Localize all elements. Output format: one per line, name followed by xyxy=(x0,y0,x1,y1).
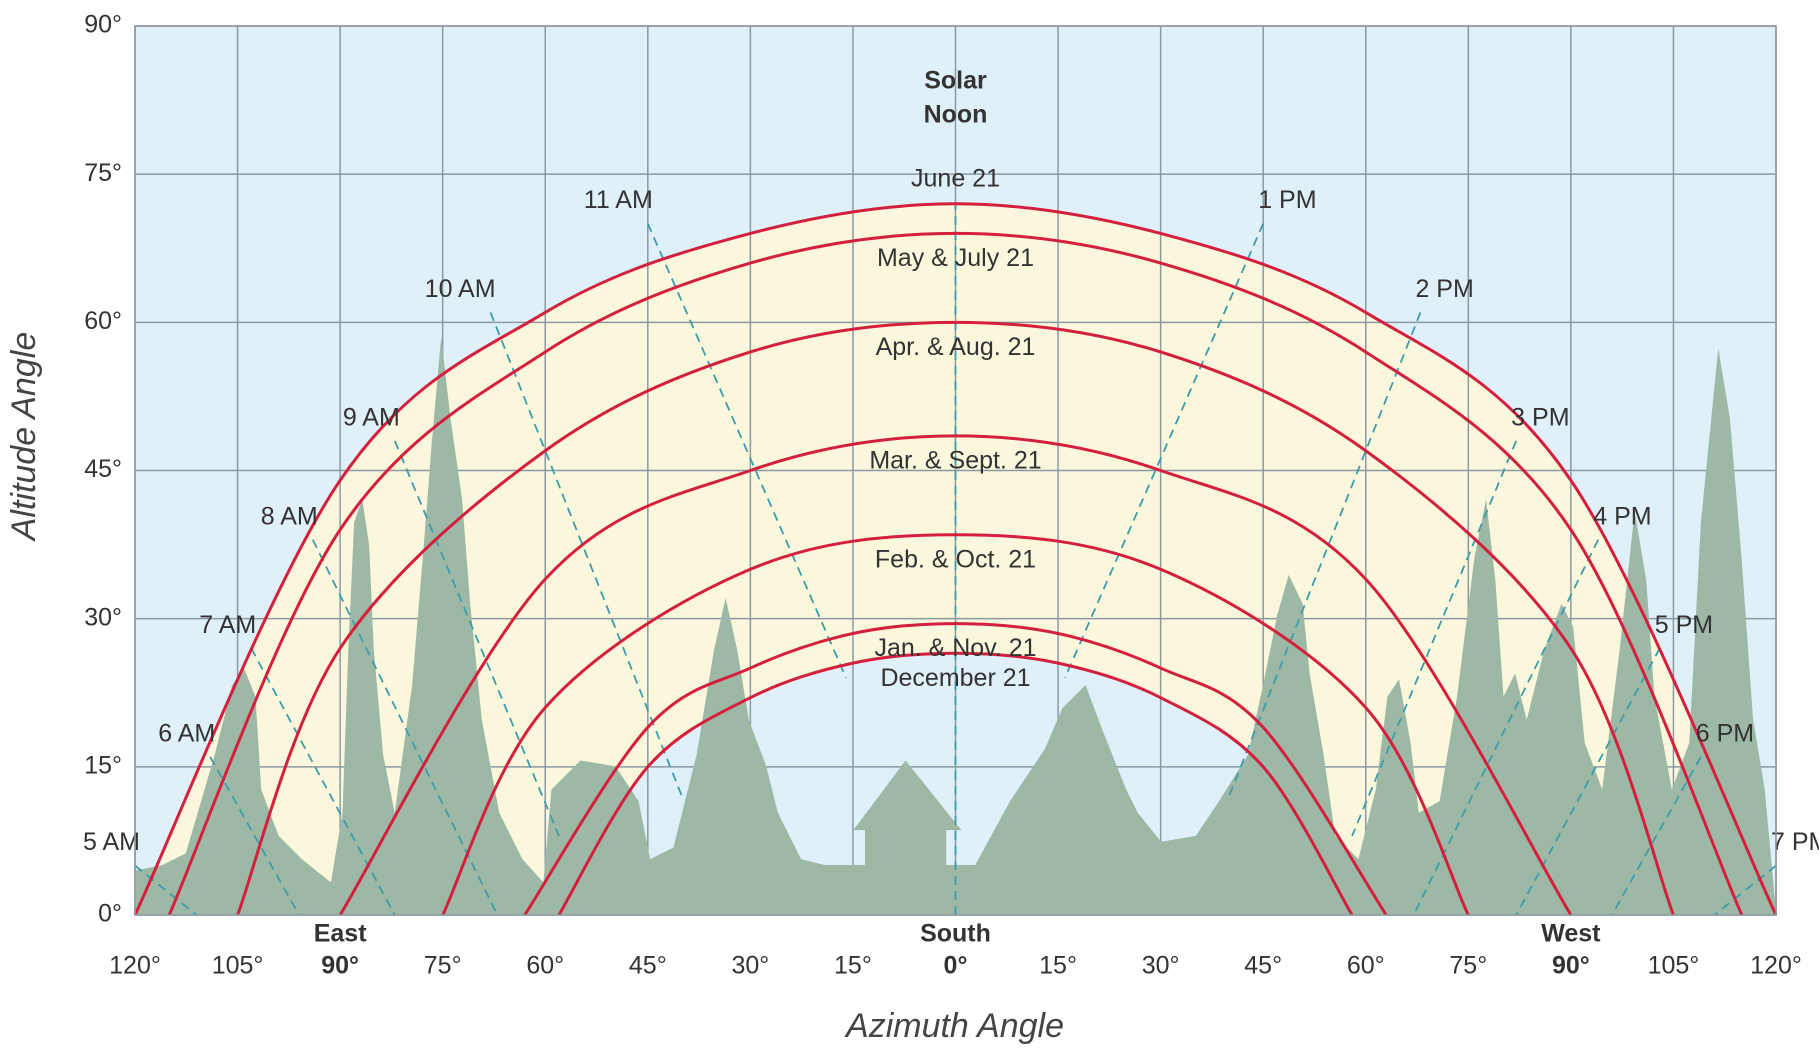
noon-label: Noon xyxy=(924,101,988,129)
hour-label: 10 AM xyxy=(425,275,496,303)
x-tick-label: 30° xyxy=(731,952,769,980)
hour-label: 7 PM xyxy=(1771,828,1819,856)
y-tick-label: 60° xyxy=(84,307,122,335)
y-axis-title: Altitude Angle xyxy=(5,332,43,543)
y-tick-label: 75° xyxy=(84,159,122,187)
date-label: Apr. & Aug. 21 xyxy=(876,333,1036,361)
hour-label: 8 AM xyxy=(261,502,318,530)
hour-label: 11 AM xyxy=(584,186,653,214)
x-axis-title: Azimuth Angle xyxy=(844,1007,1064,1045)
direction-label: East xyxy=(314,920,367,948)
x-tick-label: 105° xyxy=(1648,952,1700,980)
x-tick-label: 15° xyxy=(1039,952,1077,980)
hour-label: 9 AM xyxy=(343,403,400,431)
x-tick-label: 60° xyxy=(526,952,564,980)
date-label: May & July 21 xyxy=(877,244,1034,272)
hour-label: 5 PM xyxy=(1655,611,1713,639)
x-tick-label: 0° xyxy=(944,952,968,980)
chart: 120° 105° 90° 75° 60° 45° 30° 15° 0° 15° 30° 45° 60°… xyxy=(0,0,1819,1050)
date-label: Mar. & Sept. 21 xyxy=(869,447,1041,475)
y-tick-label: 15° xyxy=(84,751,122,779)
hour-label: 5 AM xyxy=(83,828,140,856)
x-tick-label: 90° xyxy=(321,952,359,980)
hour-label: 3 PM xyxy=(1511,403,1569,431)
x-tick-label: 45° xyxy=(629,952,667,980)
direction-label: West xyxy=(1541,920,1601,948)
noon-label: Solar xyxy=(924,67,987,95)
x-tick-label: 45° xyxy=(1244,952,1282,980)
hour-label: 6 PM xyxy=(1696,720,1754,748)
x-tick-label: 75° xyxy=(1449,952,1487,980)
hour-label: 4 PM xyxy=(1593,502,1651,530)
x-tick-label: 105° xyxy=(212,952,264,980)
date-label: June 21 xyxy=(911,164,1000,192)
date-label: Jan. & Nov. 21 xyxy=(874,634,1036,662)
x-tick-label: 15° xyxy=(834,952,872,980)
y-tick-label: 45° xyxy=(84,455,122,483)
x-tick-label: 120° xyxy=(1750,952,1802,980)
x-tick-label: 120° xyxy=(109,952,161,980)
hour-label: 6 AM xyxy=(158,720,215,748)
y-tick-label: 0° xyxy=(98,900,122,928)
x-tick-label: 75° xyxy=(424,952,462,980)
x-tick-label: 90° xyxy=(1552,952,1590,980)
x-tick-label: 30° xyxy=(1142,952,1180,980)
date-label: Feb. & Oct. 21 xyxy=(875,545,1036,573)
direction-label: South xyxy=(920,920,991,948)
hour-label: 7 AM xyxy=(199,611,256,639)
date-label: December 21 xyxy=(880,664,1030,692)
hour-label: 2 PM xyxy=(1415,275,1473,303)
y-tick-label: 90° xyxy=(84,11,122,39)
hour-label: 1 PM xyxy=(1258,186,1316,214)
y-tick-label: 30° xyxy=(84,603,122,631)
x-tick-label: 60° xyxy=(1347,952,1385,980)
